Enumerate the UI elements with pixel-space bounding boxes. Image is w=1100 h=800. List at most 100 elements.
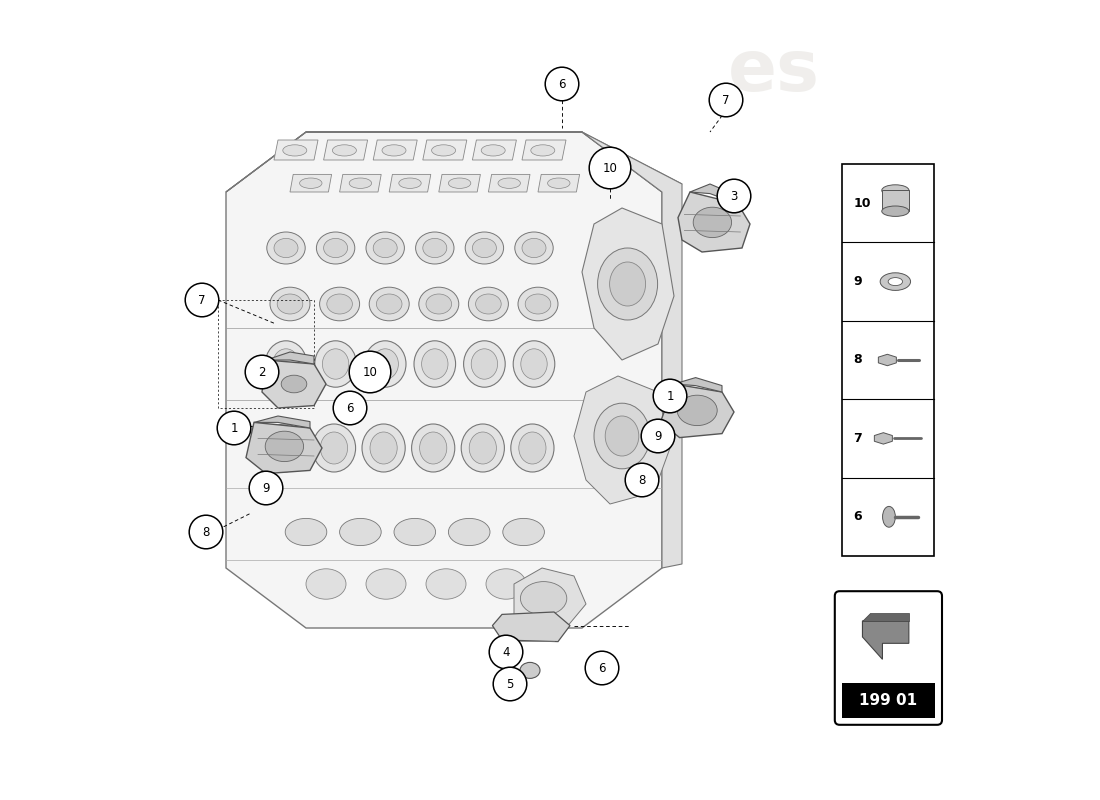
- Polygon shape: [254, 416, 310, 428]
- Ellipse shape: [426, 294, 452, 314]
- Ellipse shape: [267, 232, 305, 264]
- Ellipse shape: [510, 424, 554, 472]
- Polygon shape: [472, 140, 516, 160]
- Text: 1: 1: [667, 390, 673, 402]
- Ellipse shape: [882, 506, 895, 527]
- Ellipse shape: [548, 178, 570, 188]
- Ellipse shape: [312, 424, 355, 472]
- Text: 4: 4: [503, 646, 509, 658]
- Ellipse shape: [519, 432, 546, 464]
- Ellipse shape: [518, 287, 558, 321]
- Ellipse shape: [486, 569, 526, 599]
- Polygon shape: [274, 140, 318, 160]
- Ellipse shape: [270, 287, 310, 321]
- Text: 7: 7: [723, 94, 729, 106]
- Ellipse shape: [449, 518, 490, 546]
- Ellipse shape: [411, 424, 454, 472]
- Circle shape: [641, 419, 674, 453]
- Text: 10: 10: [603, 162, 617, 174]
- Ellipse shape: [373, 238, 397, 258]
- Ellipse shape: [322, 349, 349, 379]
- Ellipse shape: [515, 232, 553, 264]
- Ellipse shape: [282, 375, 307, 393]
- Text: euro: euro: [289, 418, 539, 510]
- Ellipse shape: [366, 569, 406, 599]
- Ellipse shape: [472, 238, 496, 258]
- Ellipse shape: [419, 432, 447, 464]
- Text: 8: 8: [638, 474, 646, 486]
- Text: 9: 9: [262, 482, 270, 494]
- Polygon shape: [538, 174, 580, 192]
- Text: 1: 1: [230, 422, 238, 434]
- Polygon shape: [488, 174, 530, 192]
- Ellipse shape: [426, 569, 466, 599]
- Ellipse shape: [531, 145, 554, 156]
- FancyBboxPatch shape: [842, 164, 934, 556]
- Ellipse shape: [263, 424, 306, 472]
- Ellipse shape: [320, 432, 348, 464]
- Ellipse shape: [271, 432, 298, 464]
- Text: 6: 6: [346, 402, 354, 414]
- Ellipse shape: [370, 432, 397, 464]
- Circle shape: [189, 515, 223, 549]
- Ellipse shape: [376, 294, 402, 314]
- Ellipse shape: [366, 232, 405, 264]
- Text: 199 01: 199 01: [859, 694, 917, 708]
- Polygon shape: [879, 354, 896, 366]
- Ellipse shape: [475, 294, 502, 314]
- Ellipse shape: [416, 232, 454, 264]
- Ellipse shape: [332, 145, 356, 156]
- Polygon shape: [373, 140, 417, 160]
- Ellipse shape: [431, 145, 455, 156]
- Ellipse shape: [520, 349, 547, 379]
- Ellipse shape: [514, 341, 554, 387]
- Ellipse shape: [503, 518, 544, 546]
- Ellipse shape: [414, 341, 455, 387]
- Circle shape: [245, 355, 278, 389]
- Text: 7: 7: [854, 432, 862, 445]
- Ellipse shape: [520, 582, 566, 615]
- Ellipse shape: [594, 403, 650, 469]
- Polygon shape: [690, 184, 738, 204]
- Polygon shape: [246, 422, 322, 474]
- Ellipse shape: [421, 349, 448, 379]
- Ellipse shape: [370, 287, 409, 321]
- Text: 6: 6: [558, 78, 565, 90]
- Ellipse shape: [320, 287, 360, 321]
- Text: 6: 6: [854, 510, 861, 523]
- Polygon shape: [262, 360, 326, 408]
- Ellipse shape: [419, 287, 459, 321]
- Circle shape: [185, 283, 219, 317]
- Text: 10: 10: [854, 197, 871, 210]
- Ellipse shape: [277, 294, 302, 314]
- Ellipse shape: [372, 349, 398, 379]
- Ellipse shape: [349, 178, 372, 188]
- Ellipse shape: [481, 145, 505, 156]
- Ellipse shape: [285, 518, 327, 546]
- Polygon shape: [514, 568, 586, 628]
- Ellipse shape: [471, 349, 497, 379]
- Ellipse shape: [364, 341, 406, 387]
- Circle shape: [490, 635, 522, 669]
- Ellipse shape: [609, 262, 646, 306]
- Ellipse shape: [597, 248, 658, 320]
- Polygon shape: [882, 190, 909, 211]
- Text: 3: 3: [730, 190, 738, 202]
- FancyBboxPatch shape: [842, 683, 935, 718]
- Text: 8: 8: [202, 526, 210, 538]
- Polygon shape: [389, 174, 431, 192]
- Ellipse shape: [693, 207, 732, 238]
- Ellipse shape: [299, 178, 322, 188]
- Polygon shape: [678, 192, 750, 252]
- Text: 2: 2: [258, 366, 266, 378]
- Polygon shape: [862, 613, 909, 621]
- Ellipse shape: [399, 178, 421, 188]
- Polygon shape: [323, 140, 367, 160]
- Ellipse shape: [449, 178, 471, 188]
- Ellipse shape: [273, 349, 299, 379]
- Circle shape: [217, 411, 251, 445]
- Text: 8: 8: [854, 354, 861, 366]
- Circle shape: [717, 179, 751, 213]
- Polygon shape: [266, 352, 314, 364]
- Ellipse shape: [323, 238, 348, 258]
